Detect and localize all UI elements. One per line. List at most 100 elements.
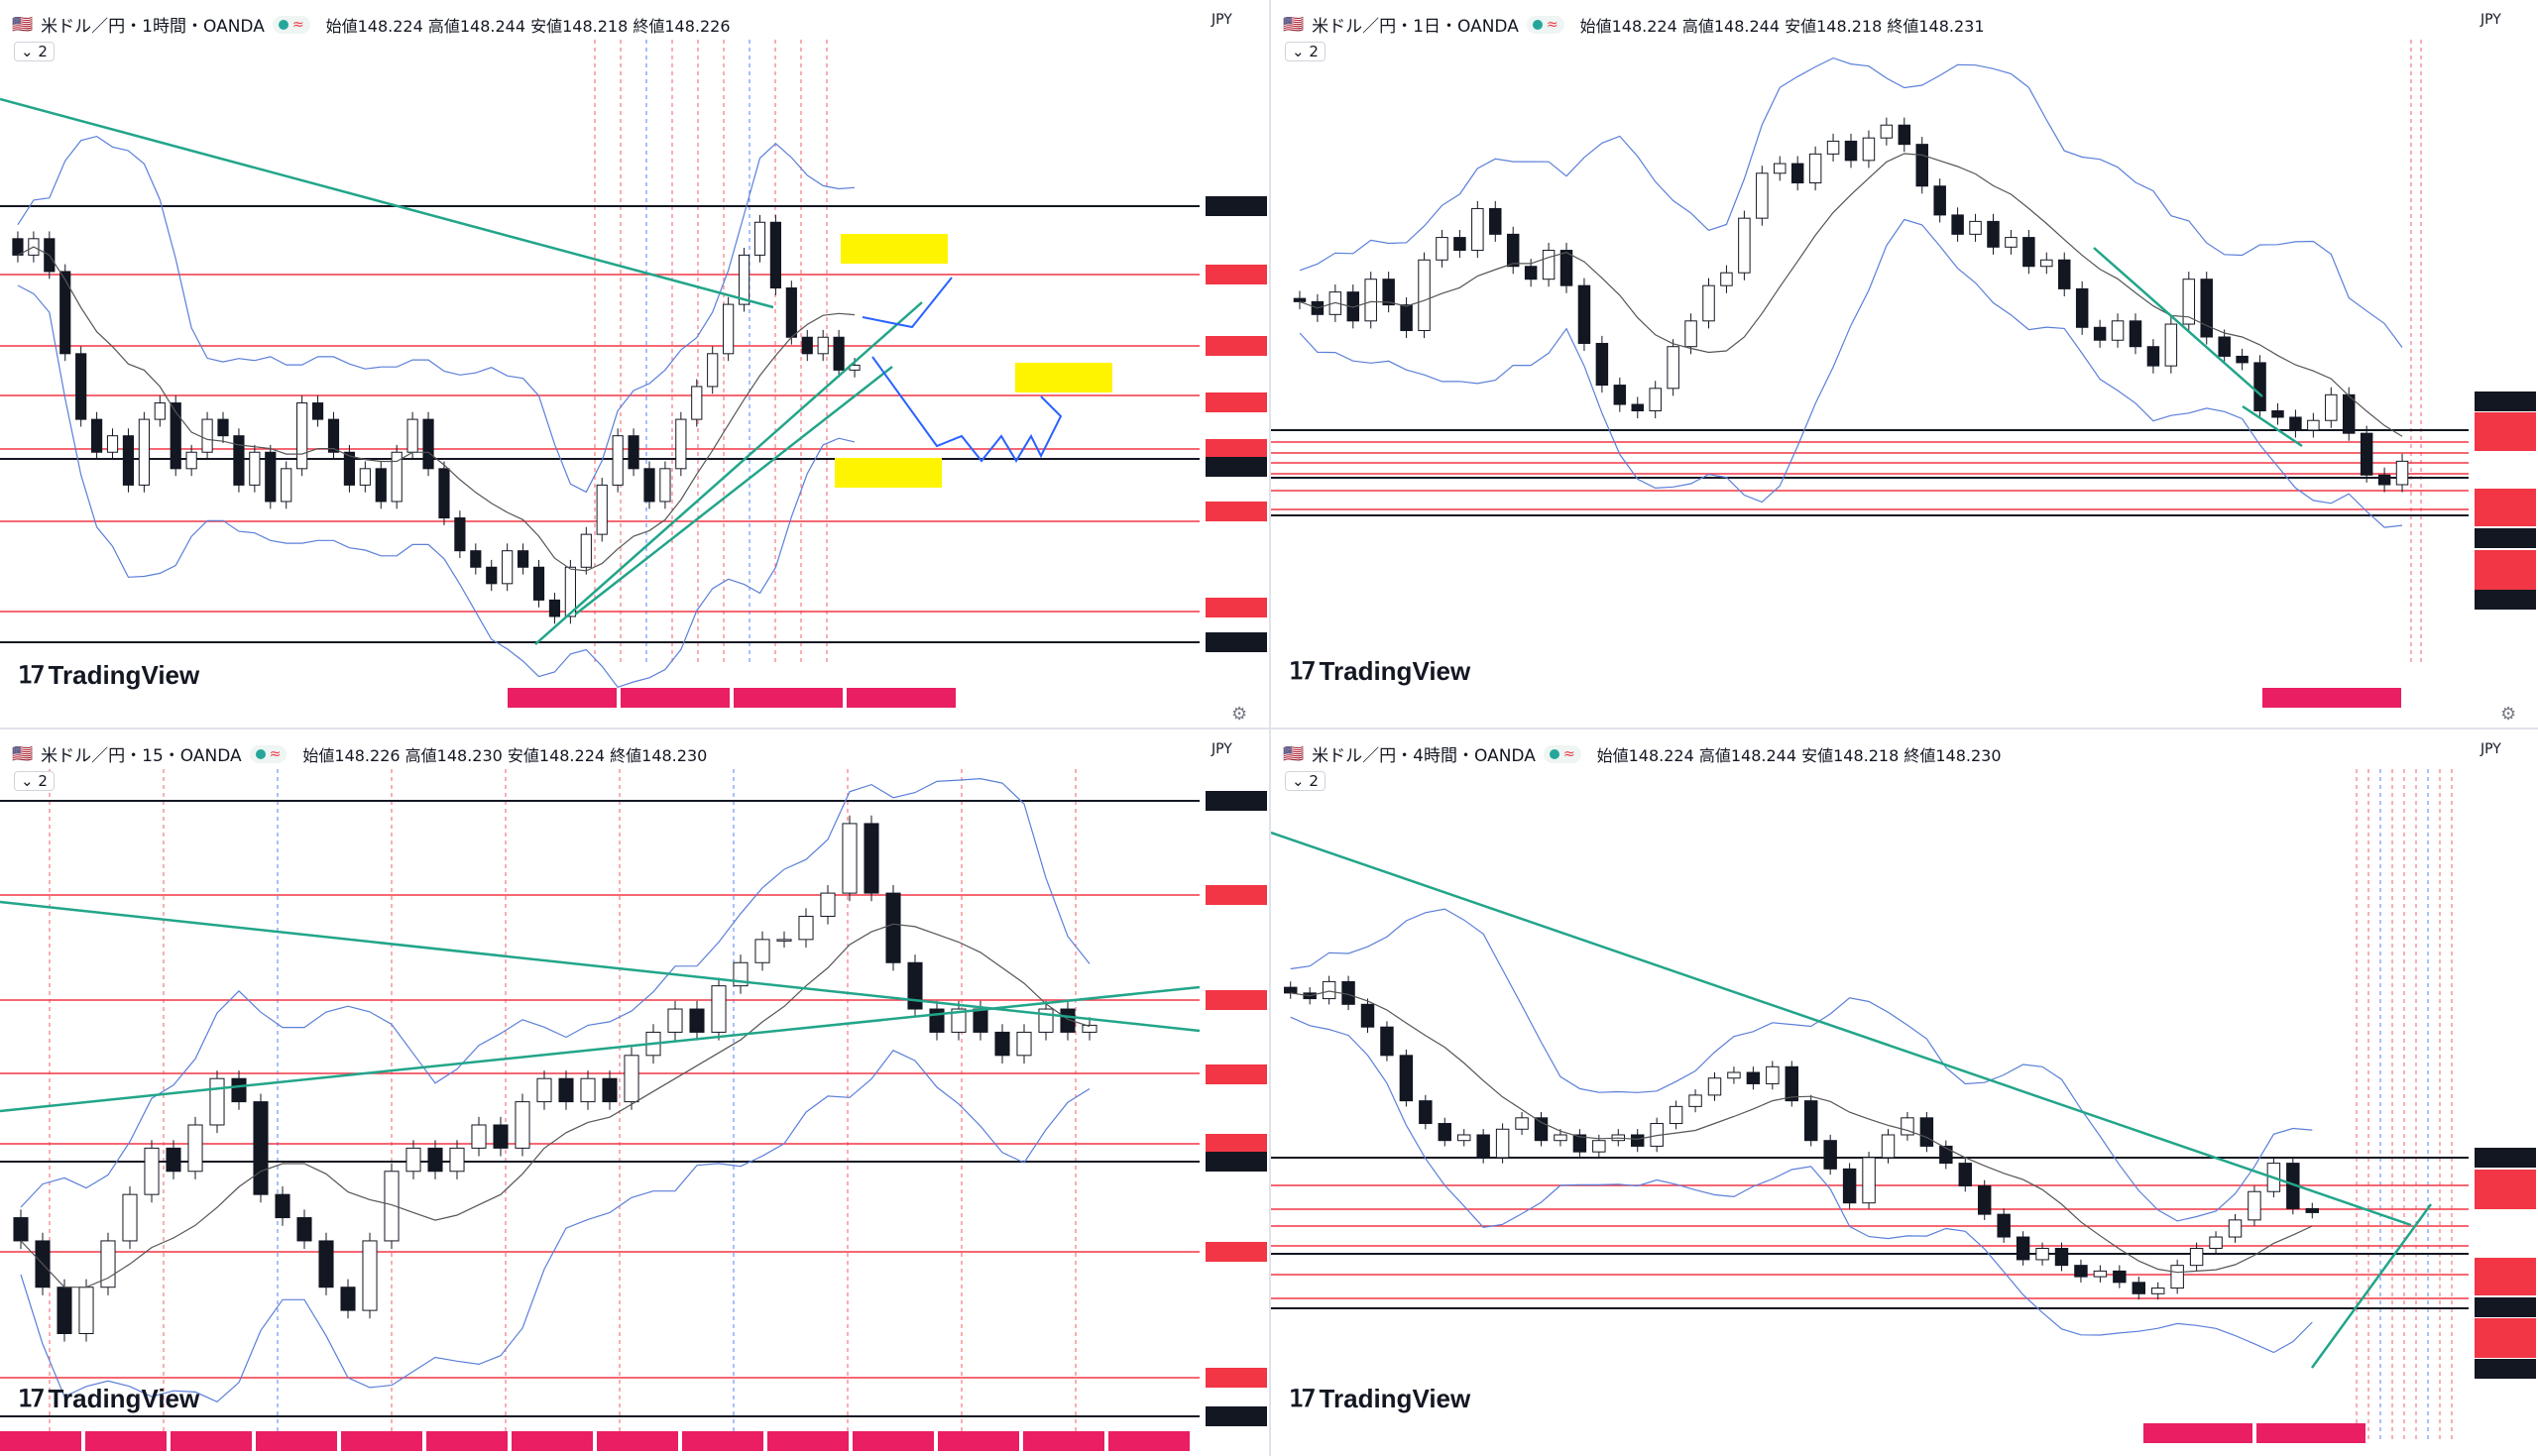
chart-canvas-15m[interactable] — [0, 729, 1269, 1456]
candle-up — [359, 468, 371, 486]
candle-down — [2236, 355, 2249, 364]
indicator-collapse-button[interactable]: ⌄ 2 — [14, 42, 55, 61]
candle-down — [1419, 1100, 1433, 1125]
candle-up — [2189, 1247, 2204, 1267]
candle-up — [106, 435, 119, 453]
candle-up — [2093, 1270, 2108, 1278]
legend: 🇺🇸 米ドル／円・1時間・OANDA ≈ 始値148.224 高値148.244… — [8, 10, 735, 39]
status-pill[interactable]: ≈ — [1526, 15, 1564, 34]
symbol-flag-icon: 🇺🇸 — [1283, 14, 1305, 35]
candle-down — [1939, 1145, 1953, 1165]
date-tag-bg — [734, 688, 843, 708]
date-tag-bg — [0, 1431, 81, 1451]
price-tag-bg — [2475, 1170, 2536, 1189]
candle-up — [2170, 1265, 2184, 1289]
candle-up — [1702, 284, 1715, 322]
bollinger-upper-band — [1299, 56, 2403, 348]
price-tag-bg — [2475, 570, 2536, 590]
candle-up — [78, 1287, 94, 1334]
candle-down — [2271, 410, 2284, 418]
candle-down — [233, 435, 245, 486]
currency-label[interactable]: JPY — [1211, 12, 1232, 28]
candle-down — [602, 1077, 618, 1103]
candle-down — [833, 336, 845, 371]
candle-down — [1060, 1008, 1076, 1033]
price-tag-bg — [1206, 791, 1267, 811]
annotation-box — [835, 458, 942, 488]
price-tag-bg — [2475, 431, 2536, 451]
trendline — [0, 97, 774, 309]
candle-up — [384, 1171, 400, 1242]
chart-canvas-1h[interactable] — [0, 0, 1269, 728]
date-tag-bg — [938, 1431, 1019, 1451]
symbol-title[interactable]: 米ドル／円・1日・OANDA — [1312, 17, 1519, 37]
data-warning-icon: ≈ — [291, 16, 304, 33]
price-tag-bg — [1206, 598, 1267, 617]
bollinger-upper-band — [17, 135, 856, 494]
trendline — [2093, 247, 2263, 397]
candle-down — [1746, 1071, 1761, 1084]
chart-canvas-1d[interactable] — [1271, 0, 2538, 728]
currency-label[interactable]: JPY — [1211, 741, 1232, 757]
date-tag-bg — [1023, 1431, 1104, 1451]
candle-down — [1524, 266, 1538, 280]
chart-panel-15m[interactable]: 🇺🇸 米ドル／円・15・OANDA ≈ 始値148.226 高値148.230 … — [0, 729, 1271, 1456]
date-tag-bg — [1108, 1431, 1190, 1451]
candle-down — [1898, 124, 1911, 146]
candle-down — [166, 1147, 181, 1173]
data-warning-icon: ≈ — [1562, 745, 1575, 762]
candle-up — [1969, 220, 1982, 235]
candle-up — [1082, 1024, 1097, 1033]
bollinger-lower-band — [20, 1050, 1091, 1403]
chart-panel-1d[interactable]: 🇺🇸 米ドル／円・1日・OANDA ≈ 始値148.224 高値148.244 … — [1271, 0, 2538, 729]
symbol-title[interactable]: 米ドル／円・4時間・OANDA — [1312, 746, 1536, 766]
status-pill[interactable]: ≈ — [272, 15, 310, 34]
date-tag-bg — [508, 688, 617, 708]
candle-up — [2151, 1288, 2165, 1294]
price-tag-bg — [2475, 528, 2536, 548]
candle-up — [2035, 1247, 2049, 1261]
candle-up — [2111, 320, 2125, 341]
status-pill[interactable]: ≈ — [1543, 744, 1581, 763]
candle-up — [580, 1077, 596, 1103]
indicator-collapse-button[interactable]: ⌄ 2 — [14, 771, 55, 791]
date-tag-bg — [256, 1431, 337, 1451]
candle-down — [785, 287, 797, 338]
candle-up — [405, 1147, 421, 1173]
candle-down — [57, 1287, 72, 1334]
candle-down — [1506, 233, 1520, 268]
candle-down — [1341, 980, 1355, 1005]
chart-panel-4h[interactable]: 🇺🇸 米ドル／円・4時間・OANDA ≈ 始値148.224 高値148.244… — [1271, 729, 2538, 1456]
price-tag-bg — [2475, 1258, 2536, 1278]
candle-down — [59, 271, 71, 355]
symbol-title[interactable]: 米ドル／円・15・OANDA — [41, 746, 242, 766]
candle-down — [1476, 1134, 1490, 1159]
candle-up — [1667, 346, 1679, 390]
status-pill[interactable]: ≈ — [249, 744, 288, 763]
symbol-title[interactable]: 米ドル／円・1時間・OANDA — [41, 17, 265, 37]
date-tag-bg — [767, 1431, 849, 1451]
currency-label[interactable]: JPY — [2480, 741, 2501, 757]
price-tag-bg — [2475, 1189, 2536, 1209]
currency-label[interactable]: JPY — [2480, 12, 2501, 28]
price-tag-bg — [1206, 1152, 1267, 1172]
indicator-collapse-button[interactable]: ⌄ 2 — [1285, 771, 1326, 791]
candle-down — [2218, 336, 2231, 357]
candle-up — [1826, 140, 1840, 155]
bollinger-upper-band — [20, 777, 1091, 1208]
moving-average-line — [17, 246, 856, 572]
settings-gear-icon[interactable]: ⚙ — [1231, 704, 1248, 725]
candle-up — [296, 402, 308, 470]
candle-up — [707, 353, 719, 388]
chart-panel-1h[interactable]: 🇺🇸 米ドル／円・1時間・OANDA ≈ 始値148.224 高値148.244… — [0, 0, 1271, 729]
candle-down — [1577, 284, 1591, 344]
indicator-collapse-button[interactable]: ⌄ 2 — [1285, 42, 1326, 61]
chart-canvas-4h[interactable] — [1271, 729, 2538, 1456]
candle-down — [217, 418, 229, 437]
candle-down — [689, 1008, 705, 1033]
tv-logo-icon: 𝟣𝟩 — [1289, 658, 1316, 685]
settings-gear-icon[interactable]: ⚙ — [2500, 704, 2517, 725]
candle-down — [1631, 403, 1645, 412]
candle-down — [12, 238, 24, 256]
candle-up — [776, 939, 792, 942]
